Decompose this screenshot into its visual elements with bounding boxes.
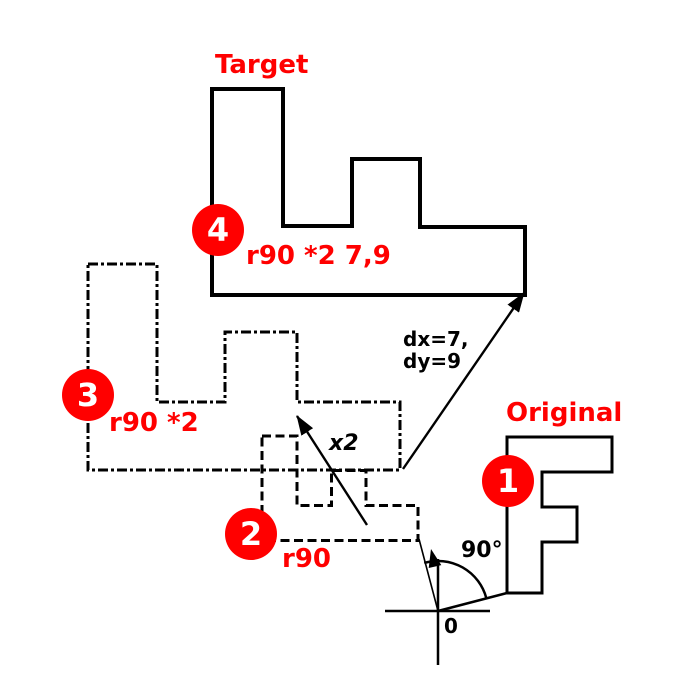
- original-shape: [505, 435, 614, 595]
- step-2-caption: r90: [282, 544, 332, 574]
- step-4-caption: r90 *2 7,9: [246, 241, 391, 271]
- translation-dy: dy=9: [403, 349, 462, 373]
- rotation-arrowhead: [428, 549, 442, 568]
- step-4-number: 4: [206, 211, 230, 249]
- step-3-caption: r90 *2: [109, 408, 199, 438]
- scale-arrow: [295, 415, 369, 526]
- ray-to-original-corner: [437, 591, 508, 613]
- target-title: Target: [215, 50, 309, 80]
- translation-label: dx=7, dy=9: [403, 328, 469, 372]
- step-2-number: 2: [239, 515, 263, 553]
- translation-arrow: [402, 292, 525, 470]
- translation-dx: dx=7,: [403, 327, 469, 351]
- ray-to-rotated-corner: [418, 538, 439, 612]
- rotation-angle-label: 90°: [461, 538, 503, 563]
- step-3-number: 3: [76, 376, 100, 414]
- step-4-badge: 4: [192, 204, 244, 256]
- target-shape: [210, 87, 527, 297]
- step-3-badge: 3: [62, 369, 114, 421]
- original-title: Original: [506, 398, 623, 428]
- step-2-badge: 2: [225, 508, 277, 560]
- scale-factor-label: x2: [329, 431, 359, 456]
- step-1-number: 1: [496, 462, 520, 500]
- origin-label: 0: [444, 614, 458, 638]
- rotated-shape: [260, 434, 420, 542]
- step-1-badge: 1: [482, 455, 534, 507]
